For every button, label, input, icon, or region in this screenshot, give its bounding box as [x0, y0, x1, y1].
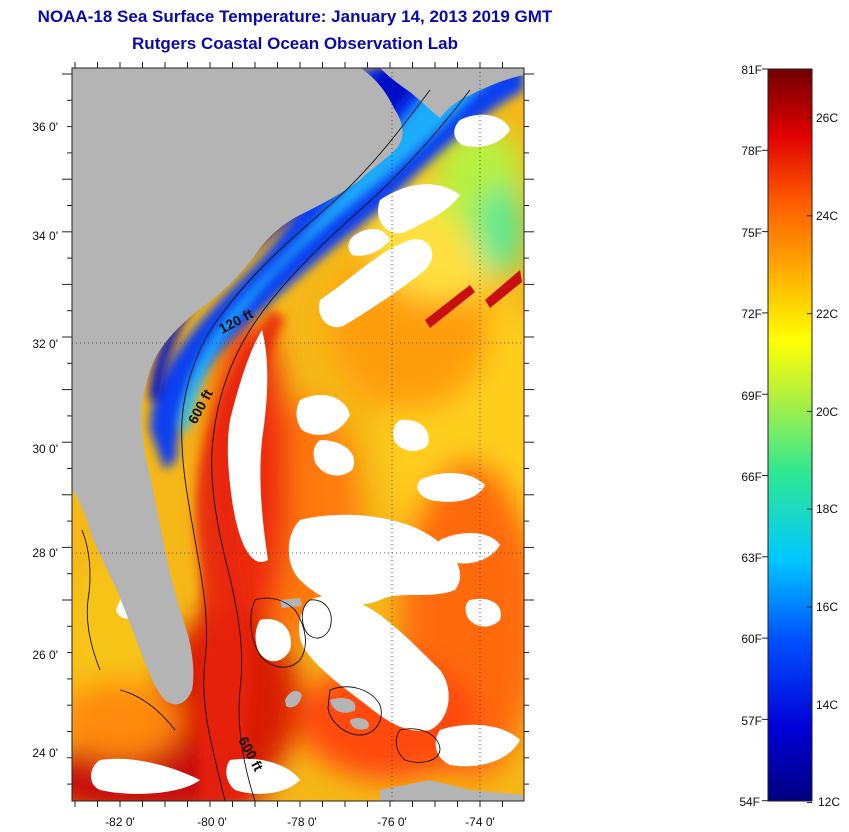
cb-f-label: 81F [741, 63, 762, 77]
cb-f-label: 57F [741, 714, 762, 728]
lat-label: 24 0' [32, 746, 58, 760]
lat-label: 26 0' [32, 648, 58, 662]
cuba-land [380, 780, 524, 801]
cloud-mask [91, 114, 520, 794]
lat-label: 30 0' [32, 442, 58, 456]
longitude-labels: -82 0' -80 0' -78 0' -76 0' -74 0' [105, 815, 495, 829]
cb-c-label: 24C [816, 209, 838, 223]
cb-c-label: 20C [816, 405, 838, 419]
lat-label: 36 0' [32, 120, 58, 134]
cb-f-label: 60F [741, 632, 762, 646]
colorbar-celsius-labels: 26C 24C 22C 20C 18C 16C 14C 12C [816, 111, 840, 809]
cb-f-label: 54F [739, 795, 760, 809]
lon-label: -78 0' [287, 815, 317, 829]
lat-label: 34 0' [32, 229, 58, 243]
colorbar-fahrenheit-labels: 81F 78F 75F 72F 69F 66F 63F 60F 57F 54F [739, 63, 762, 809]
map-frame [71, 67, 525, 802]
colorbar-gradient [767, 68, 813, 802]
graticule [72, 68, 524, 801]
lat-label: 32 0' [32, 337, 58, 351]
lon-label: -74 0' [465, 815, 495, 829]
land-mass [72, 68, 524, 730]
lon-label: -76 0' [377, 815, 407, 829]
cb-c-label: 16C [816, 600, 838, 614]
cb-f-label: 72F [741, 307, 762, 321]
cb-c-label: 14C [816, 698, 838, 712]
cb-c-label: 12C [818, 795, 840, 809]
cb-f-label: 75F [741, 226, 762, 240]
map-title: NOAA-18 Sea Surface Temperature: January… [37, 7, 553, 26]
cb-f-label: 69F [741, 389, 762, 403]
lon-label: -80 0' [197, 815, 227, 829]
cb-f-label: 63F [741, 551, 762, 565]
colorbar-ticks [762, 68, 812, 804]
cb-c-label: 22C [816, 307, 838, 321]
cb-c-label: 26C [816, 111, 838, 125]
latitude-labels: 36 0' 34 0' 32 0' 30 0' 28 0' 26 0' 24 0… [32, 120, 58, 760]
lon-label: -82 0' [105, 815, 135, 829]
lat-label: 28 0' [32, 546, 58, 560]
cb-c-label: 18C [816, 502, 838, 516]
cb-f-label: 66F [741, 470, 762, 484]
map-subtitle: Rutgers Coastal Ocean Observation Lab [132, 34, 458, 53]
cb-f-label: 78F [741, 144, 762, 158]
map-area: 120 ft 600 ft 600 ft [72, 68, 524, 801]
colorbar: 81F 78F 75F 72F 69F 66F 63F 60F 57F 54F … [739, 63, 840, 809]
bathymetry-contours [81, 89, 471, 801]
axis-ticks [62, 62, 534, 807]
